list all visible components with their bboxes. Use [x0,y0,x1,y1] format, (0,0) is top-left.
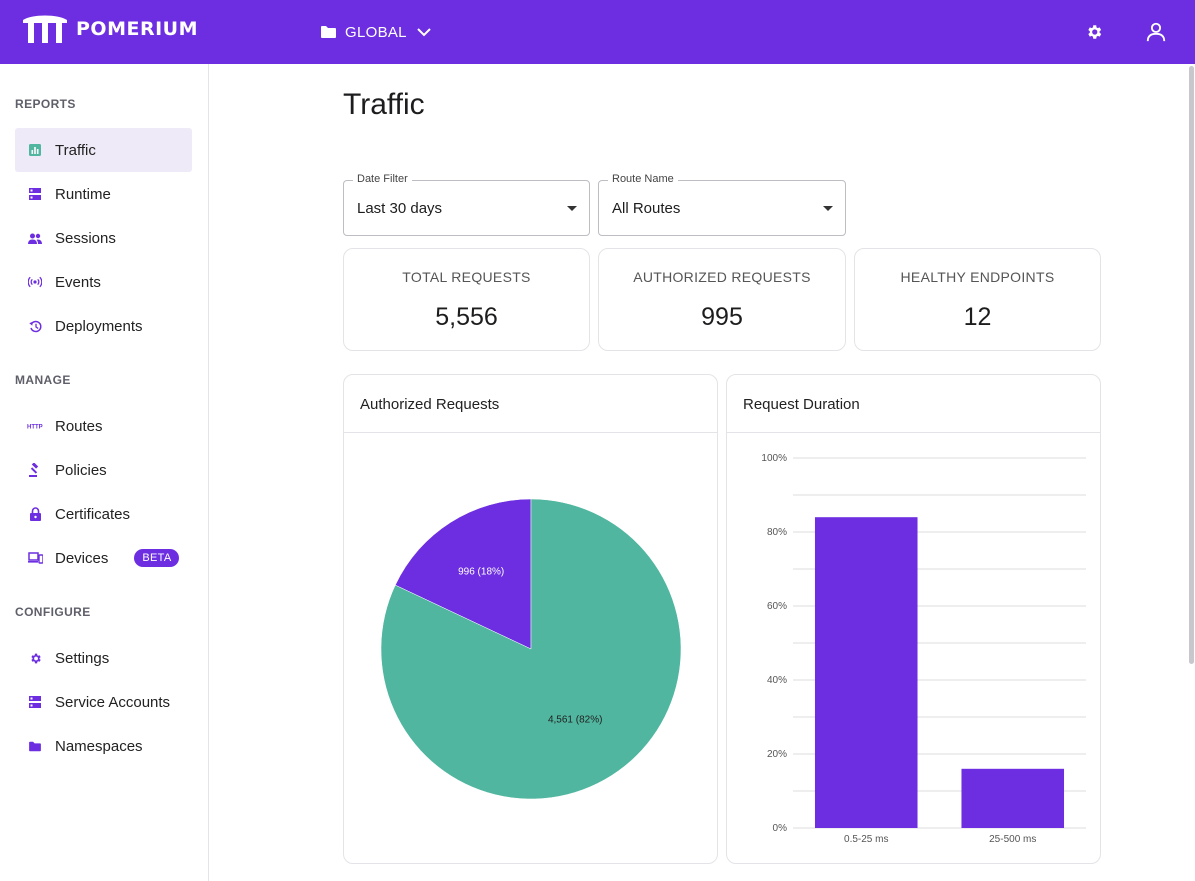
stat-value: 12 [963,303,992,331]
history-icon [28,320,41,332]
stat-label: TOTAL REQUESTS [402,269,531,285]
stat-card-total-requests: TOTAL REQUESTS 5,556 [343,248,590,351]
y-tick-label: 100% [761,453,787,464]
sidebar-item-runtime[interactable]: Runtime [15,172,192,216]
sidebar-item-label: Routes [55,417,103,435]
bar[interactable] [814,517,918,828]
account-button[interactable] [1142,18,1170,46]
gavel-icon [29,463,39,477]
pomerium-logo[interactable]: POMERIUM [22,14,198,44]
page-scrollbar[interactable] [1189,66,1194,664]
authorized-requests-panel: Authorized Requests 996 (18%) 4,561 (82%) [343,374,718,864]
namespace-label: GLOBAL [345,23,407,41]
x-tick-label: 25-500 ms [989,834,1036,845]
x-tick-label: 0.5-25 ms [844,834,888,845]
date-filter-select[interactable]: Date Filter Last 30 days [343,173,590,236]
stat-card-authorized-requests: AUTHORIZED REQUESTS 995 [598,248,846,351]
pie-slice-label: 996 (18%) [458,566,504,577]
http-icon: HTTP [27,425,43,431]
date-filter-value: Last 30 days [357,200,443,217]
devices-icon [27,552,43,564]
stat-value: 995 [701,303,743,331]
logo-text: POMERIUM [76,18,198,40]
sidebar-item-label: Settings [55,649,110,667]
caret-down-icon [823,206,833,211]
bar[interactable] [961,768,1065,828]
request-duration-panel: Request Duration 0% 20% 40% 60% 80% 100% 0.5-2… [726,374,1101,864]
bar-chart: 0% 20% 40% 60% 80% 100% 0.5-25 ms 25-500 ms [761,453,1086,845]
sidebar-item-label: Events [55,273,101,291]
sidebar-item-label: Certificates [55,505,131,523]
sidebar: REPORTS Traffic Runtime Sessions Events … [0,64,209,881]
stat-label: AUTHORIZED REQUESTS [633,269,811,285]
beta-badge: BETA [134,549,180,567]
lock-icon [29,507,41,521]
sidebar-item-deployments[interactable]: Deployments [15,304,192,348]
storage-icon [29,188,41,200]
stat-card-healthy-endpoints: HEALTHY ENDPOINTS 12 [854,248,1101,351]
gear-icon [1088,25,1102,39]
panel-header: Request Duration [727,375,1100,433]
gear-icon [30,653,41,663]
panel-title: Request Duration [743,396,860,413]
sidebar-item-label: Devices [55,549,109,567]
folder-icon [29,741,41,751]
sidebar-item-traffic[interactable]: Traffic [15,128,192,172]
route-name-value: All Routes [612,200,681,217]
sidebar-item-label: Deployments [55,317,143,335]
settings-button[interactable] [1080,18,1108,46]
stat-value: 5,556 [435,303,498,331]
sidebar-item-settings[interactable]: Settings [15,636,192,680]
pomerium-mark-icon [23,15,67,43]
broadcast-icon [28,276,42,288]
sidebar-item-service-accounts[interactable]: Service Accounts [15,680,192,724]
sidebar-item-certificates[interactable]: Certificates [15,492,192,536]
sidebar-item-policies[interactable]: Policies [15,448,192,492]
stat-label: HEALTHY ENDPOINTS [900,269,1055,285]
y-tick-label: 40% [767,675,787,686]
namespace-switcher[interactable]: GLOBAL [320,20,431,44]
storage-icon [29,696,41,708]
user-icon [1146,22,1166,42]
route-name-label: Route Name [608,173,678,185]
y-tick-label: 0% [773,823,788,834]
sidebar-item-label: Service Accounts [55,693,171,711]
sidebar-item-label: Runtime [55,185,111,203]
bar-chart-icon [29,144,41,156]
y-tick-label: 60% [767,601,787,612]
panel-header: Authorized Requests [344,375,717,433]
people-icon [28,233,42,244]
sidebar-item-label: Traffic [55,141,96,159]
sidebar-item-routes[interactable]: HTTP Routes [15,404,192,448]
pie-slice[interactable] [380,498,682,800]
page-title: Traffic [343,88,425,121]
sidebar-item-devices[interactable]: Devices BETA [15,536,192,580]
sidebar-item-label: Policies [55,461,107,479]
chevron-down-icon [417,28,431,37]
sidebar-item-events[interactable]: Events [15,260,192,304]
section-title-configure: CONFIGURE [15,605,91,619]
sidebar-item-sessions[interactable]: Sessions [15,216,192,260]
y-tick-label: 20% [767,749,787,760]
panel-title: Authorized Requests [360,396,500,413]
section-title-manage: MANAGE [15,373,71,387]
pie-slice-label: 4,561 (82%) [548,715,602,726]
folder-icon [321,26,336,38]
svg-text:HTTP: HTTP [27,425,43,431]
caret-down-icon [567,206,577,211]
pie-slice[interactable] [394,498,532,650]
y-tick-label: 80% [767,527,787,538]
pie-chart: 996 (18%) 4,561 (82%) [380,498,682,800]
top-app-bar: POMERIUM GLOBAL [0,0,1195,64]
date-filter-label: Date Filter [353,173,412,185]
section-title-reports: REPORTS [15,97,76,111]
sidebar-item-namespaces[interactable]: Namespaces [15,724,192,768]
sidebar-item-label: Sessions [55,229,116,247]
route-name-select[interactable]: Route Name All Routes [598,173,846,236]
sidebar-item-label: Namespaces [55,737,143,755]
